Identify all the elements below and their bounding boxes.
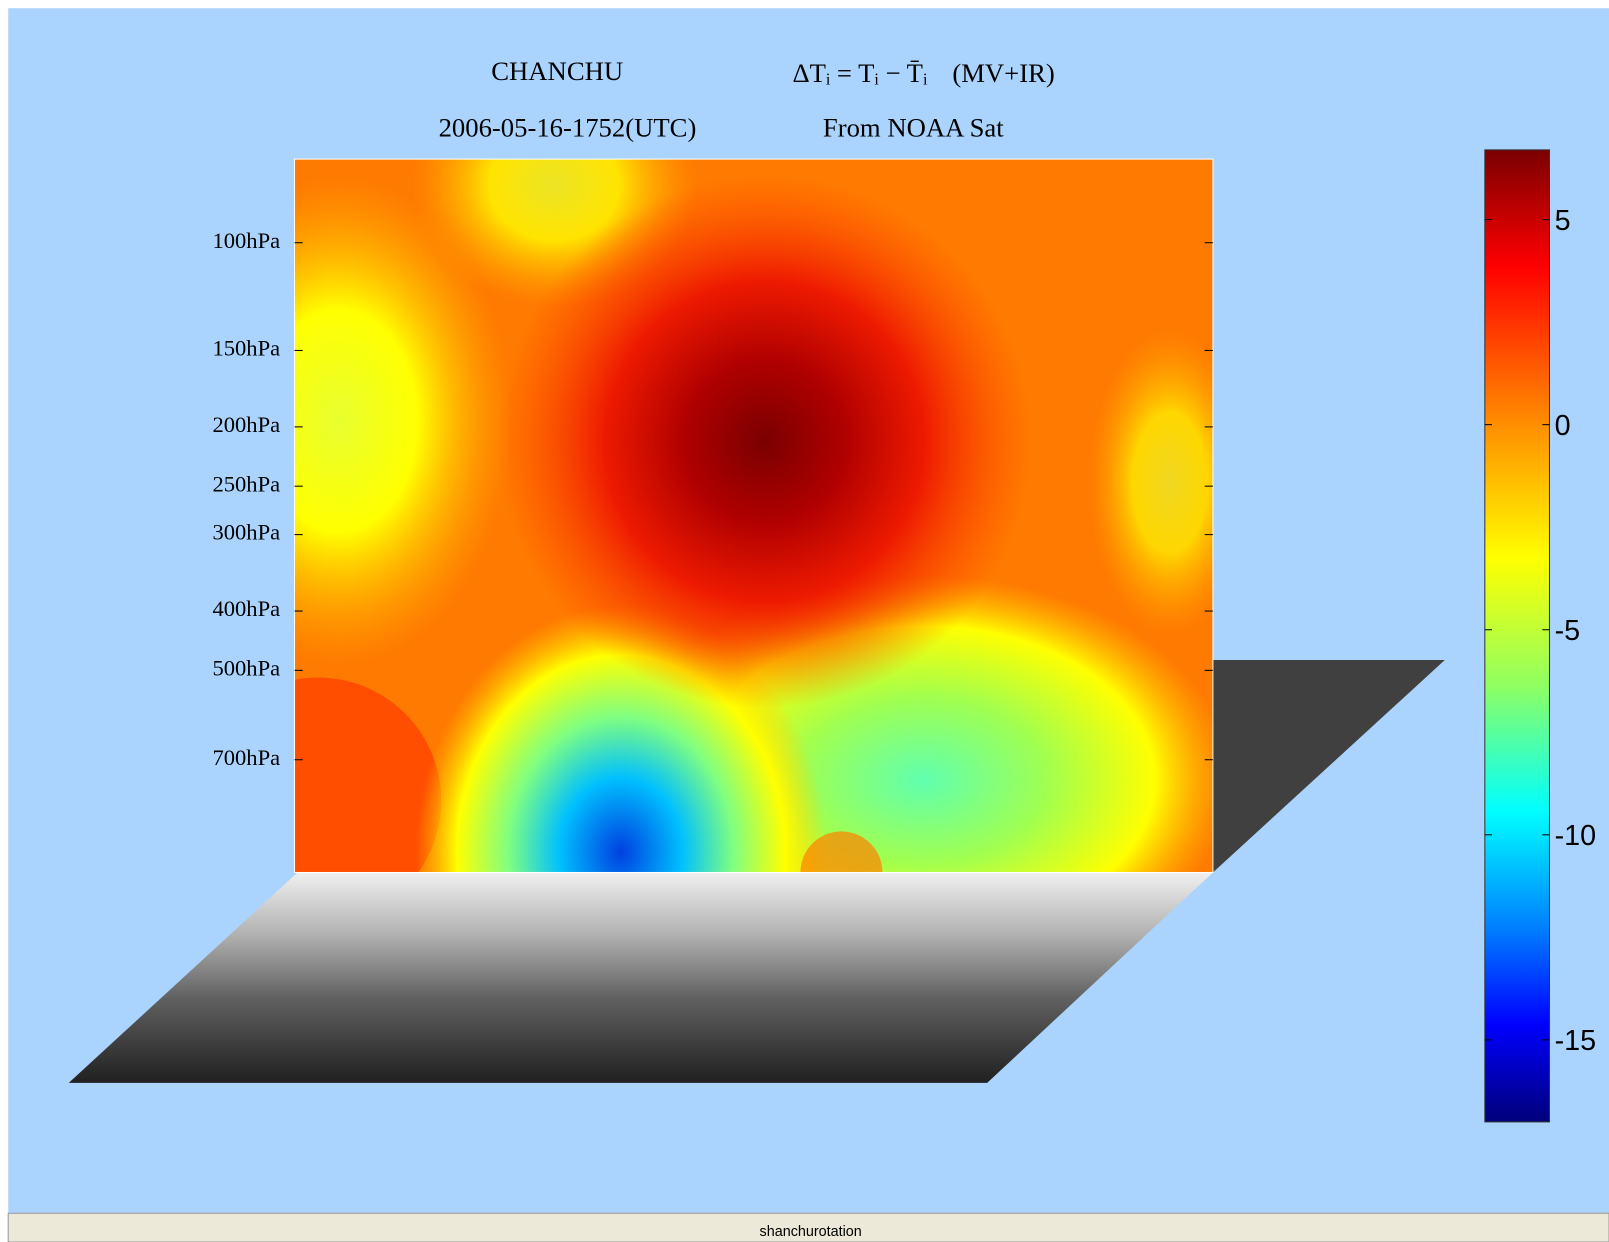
- window: CHANCHU ΔTᵢ = Tᵢ − T̄ᵢ (MV+IR) 2006-05-1…: [0, 0, 1609, 1242]
- y-tick-label: 100hPa: [212, 228, 280, 253]
- y-tick-label: 250hPa: [212, 471, 280, 496]
- y-tick-label: 200hPa: [212, 412, 280, 437]
- datetime: 2006-05-16-1752(UTC): [439, 113, 697, 143]
- y-tick-label: 700hPa: [212, 745, 280, 770]
- colorbar: [1485, 150, 1550, 1122]
- y-tick-label: 150hPa: [212, 336, 280, 361]
- y-tick-label: 500hPa: [212, 655, 280, 680]
- colorbar-tick-label: -10: [1555, 820, 1597, 852]
- method: (MV+IR): [952, 58, 1054, 88]
- colorbar-tick-label: -5: [1555, 615, 1581, 647]
- colorbar-tick-label: 5: [1555, 205, 1571, 237]
- y-tick-label: 400hPa: [212, 596, 280, 621]
- source: From NOAA Sat: [823, 113, 1004, 143]
- colorbar-tick-label: -15: [1555, 1025, 1597, 1057]
- y-tick-label: 300hPa: [212, 520, 280, 545]
- status-text: shanchurotation: [760, 1224, 862, 1240]
- storm-name: CHANCHU: [491, 56, 623, 86]
- colorbar-tick-label: 0: [1555, 410, 1571, 442]
- formula: ΔTᵢ = Tᵢ − T̄ᵢ: [792, 58, 928, 88]
